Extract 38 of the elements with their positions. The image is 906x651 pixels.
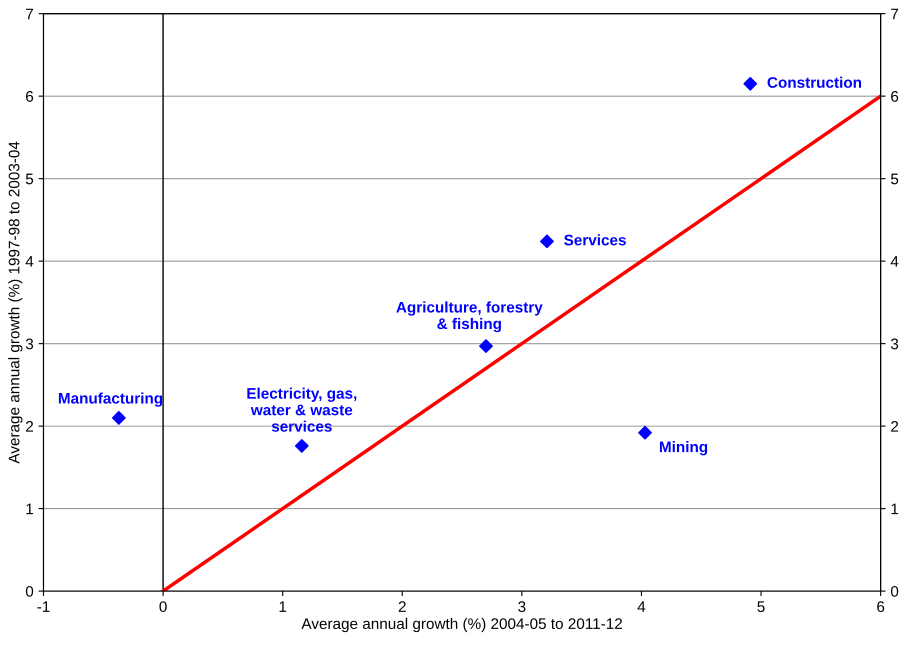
annotation: Electricity, gas, water & waste services <box>247 388 356 432</box>
y-tick-label: 0 <box>26 586 34 597</box>
annotation: Manufacturing <box>58 392 162 407</box>
y-tick-label: 7 <box>26 8 33 20</box>
annotation: Services <box>564 234 626 246</box>
y-tick-label: 6 <box>26 91 34 102</box>
y-tick-label: 5 <box>26 174 34 184</box>
point <box>638 426 652 440</box>
point <box>294 439 309 453</box>
y2-tick-label: 0 <box>890 586 898 597</box>
y2-tick-label: 5 <box>890 174 898 184</box>
y2-tick-label: 1 <box>892 504 898 514</box>
annotation: Construction <box>768 76 862 88</box>
y2-tick-label: 7 <box>891 8 898 20</box>
y2-tick-label: 3 <box>890 338 898 350</box>
point <box>540 234 554 248</box>
x-tick-label: 4 <box>638 601 646 612</box>
y-tick-label: 4 <box>26 256 34 267</box>
x-tick-label: 2 <box>398 601 406 612</box>
annotation: Mining <box>660 441 708 456</box>
y-tick-label: 3 <box>26 338 34 350</box>
x-tick-label: 3 <box>518 601 526 612</box>
x-tick-label: -1 <box>37 601 50 612</box>
x-tick-label: 5 <box>757 601 765 612</box>
x-axis-title: Average annual growth (%) 2004-05 to 2011-12 <box>301 618 622 632</box>
point <box>743 76 758 91</box>
x-tick-label: 0 <box>159 601 167 612</box>
y2-tick-label: 6 <box>891 91 898 102</box>
point <box>112 410 126 425</box>
annotation: Agriculture, forestry & fishing <box>396 301 543 332</box>
x-tick-label: 6 <box>877 601 884 612</box>
y-tick-label: 2 <box>26 420 33 432</box>
y-axis-title: Average annual growth (%) 1997-98 to 2003-04 <box>8 142 22 464</box>
x-tick-label: 1 <box>280 601 286 612</box>
y2-tick-label: 2 <box>891 420 898 432</box>
y2-tick-label: 4 <box>890 256 898 267</box>
point <box>479 339 493 354</box>
y-tick-label: 1 <box>26 504 34 514</box>
